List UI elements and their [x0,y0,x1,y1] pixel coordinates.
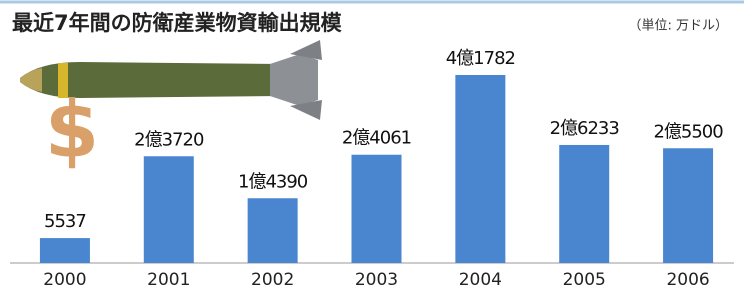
x-tick-label: 2000 [43,270,86,290]
bar [40,238,90,263]
chart-title: 最近7年間の防衛産業物資輸出規模 [12,11,343,35]
value-label: 2億3720 [134,129,204,150]
x-tick-label: 2004 [459,270,502,290]
x-tick-label: 2001 [147,270,190,290]
value-label: 2億4061 [342,128,411,149]
bar [352,155,402,263]
bar [663,148,713,263]
unit-label: （単位: 万ドル） [628,18,728,34]
value-label: 2億6233 [550,118,620,139]
bar [559,145,609,263]
value-label: 1億4390 [238,171,308,192]
dollar-illustration: $ [45,85,99,175]
bar [248,198,298,263]
value-label: 4億1782 [446,48,515,69]
bar [455,75,505,263]
x-tick-label: 2002 [251,270,294,290]
value-label: 2億5500 [653,121,723,142]
x-tick-label: 2005 [563,270,606,290]
x-tick-label: 2003 [355,270,398,290]
bar [144,156,194,263]
x-tick-label: 2006 [666,270,709,290]
chart: 最近7年間の防衛産業物資輸出規模 （単位: 万ドル） $ 2000 5537 200… [0,0,744,294]
value-label: 5537 [44,211,86,232]
